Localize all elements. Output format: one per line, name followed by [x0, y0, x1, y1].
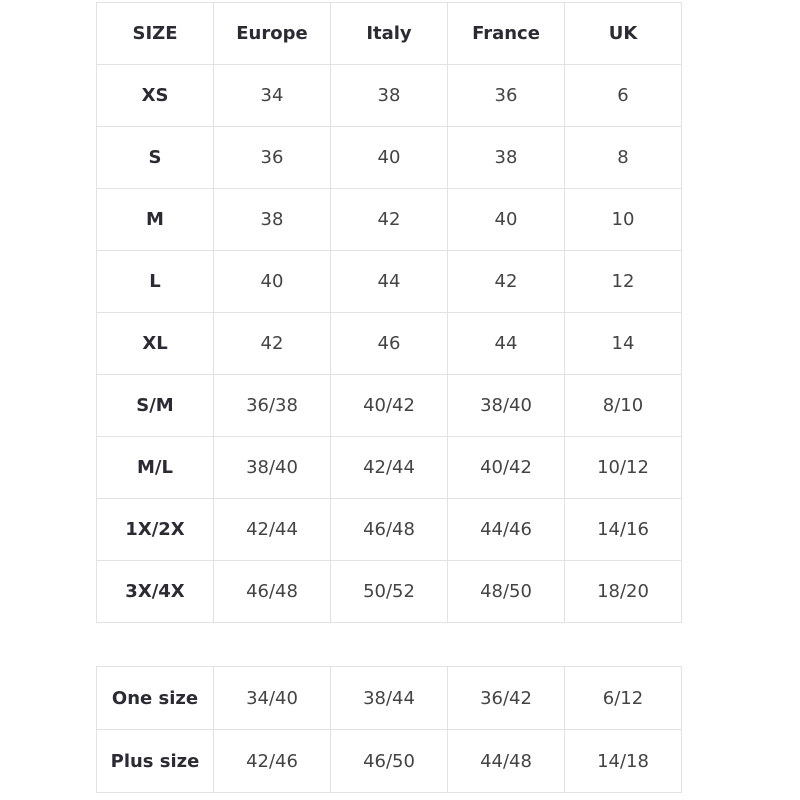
- size-value-cell: 34: [213, 64, 331, 127]
- size-value-cell: 38: [213, 188, 331, 251]
- table-row: S 36 40 38 8: [96, 126, 682, 189]
- size-value-cell: Europe: [213, 2, 331, 65]
- size-value-cell: 38: [330, 64, 448, 127]
- size-value-cell: France: [447, 2, 565, 65]
- size-value-cell: 48/50: [447, 560, 565, 623]
- size-value-cell: 8/10: [564, 374, 682, 437]
- size-label-cell: SIZE: [96, 2, 214, 65]
- size-value-cell: 42/44: [213, 498, 331, 561]
- size-value-cell: 14/18: [564, 729, 682, 793]
- table-header-row: SIZE Europe Italy France UK: [96, 2, 682, 65]
- table-row: Plus size 42/46 46/50 44/48 14/18: [96, 729, 682, 793]
- size-value-cell: 10/12: [564, 436, 682, 499]
- size-value-cell: 38/40: [213, 436, 331, 499]
- size-value-cell: 34/40: [213, 666, 331, 730]
- table-row: L 40 44 42 12: [96, 250, 682, 313]
- size-value-cell: 40: [330, 126, 448, 189]
- table-row: S/M 36/38 40/42 38/40 8/10: [96, 374, 682, 437]
- size-value-cell: 36/42: [447, 666, 565, 730]
- size-label-cell: 1X/2X: [96, 498, 214, 561]
- table-row: 3X/4X 46/48 50/52 48/50 18/20: [96, 560, 682, 623]
- size-value-cell: 14/16: [564, 498, 682, 561]
- size-value-cell: 50/52: [330, 560, 448, 623]
- size-value-cell: 6/12: [564, 666, 682, 730]
- table-row: XL 42 46 44 14: [96, 312, 682, 375]
- size-label-cell: S: [96, 126, 214, 189]
- size-label-cell: S/M: [96, 374, 214, 437]
- size-value-cell: Italy: [330, 2, 448, 65]
- size-value-cell: 44: [447, 312, 565, 375]
- size-value-cell: 40/42: [447, 436, 565, 499]
- size-value-cell: 36/38: [213, 374, 331, 437]
- size-value-cell: 38: [447, 126, 565, 189]
- size-value-cell: UK: [564, 2, 682, 65]
- size-label-cell: XL: [96, 312, 214, 375]
- size-label-cell: L: [96, 250, 214, 313]
- size-value-cell: 42: [447, 250, 565, 313]
- size-label-cell: M/L: [96, 436, 214, 499]
- size-value-cell: 40/42: [330, 374, 448, 437]
- size-label-cell: XS: [96, 64, 214, 127]
- size-value-cell: 36: [213, 126, 331, 189]
- table-row: M 38 42 40 10: [96, 188, 682, 251]
- table-row: One size 34/40 38/44 36/42 6/12: [96, 666, 682, 730]
- size-value-cell: 42/44: [330, 436, 448, 499]
- size-value-cell: 44/48: [447, 729, 565, 793]
- table-row: XS 34 38 36 6: [96, 64, 682, 127]
- size-value-cell: 44/46: [447, 498, 565, 561]
- size-value-cell: 8: [564, 126, 682, 189]
- table-row: 1X/2X 42/44 46/48 44/46 14/16: [96, 498, 682, 561]
- size-value-cell: 44: [330, 250, 448, 313]
- size-value-cell: 40: [447, 188, 565, 251]
- size-value-cell: 40: [213, 250, 331, 313]
- size-value-cell: 12: [564, 250, 682, 313]
- size-label-cell: Plus size: [96, 729, 214, 793]
- special-size-table: One size 34/40 38/44 36/42 6/12 Plus size 42/4…: [96, 666, 682, 793]
- size-value-cell: 10: [564, 188, 682, 251]
- size-label-cell: M: [96, 188, 214, 251]
- size-label-cell: 3X/4X: [96, 560, 214, 623]
- size-value-cell: 46/48: [330, 498, 448, 561]
- size-value-cell: 46/50: [330, 729, 448, 793]
- table-row: M/L 38/40 42/44 40/42 10/12: [96, 436, 682, 499]
- size-value-cell: 14: [564, 312, 682, 375]
- size-label-cell: One size: [96, 666, 214, 730]
- size-value-cell: 38/40: [447, 374, 565, 437]
- size-value-cell: 42/46: [213, 729, 331, 793]
- size-value-cell: 46: [330, 312, 448, 375]
- size-value-cell: 6: [564, 64, 682, 127]
- size-value-cell: 42: [330, 188, 448, 251]
- size-value-cell: 42: [213, 312, 331, 375]
- size-value-cell: 18/20: [564, 560, 682, 623]
- size-value-cell: 36: [447, 64, 565, 127]
- size-chart-table: SIZE Europe Italy France UK XS 34 38 36 6 S 36 40 38 8…: [96, 2, 682, 623]
- size-value-cell: 46/48: [213, 560, 331, 623]
- size-value-cell: 38/44: [330, 666, 448, 730]
